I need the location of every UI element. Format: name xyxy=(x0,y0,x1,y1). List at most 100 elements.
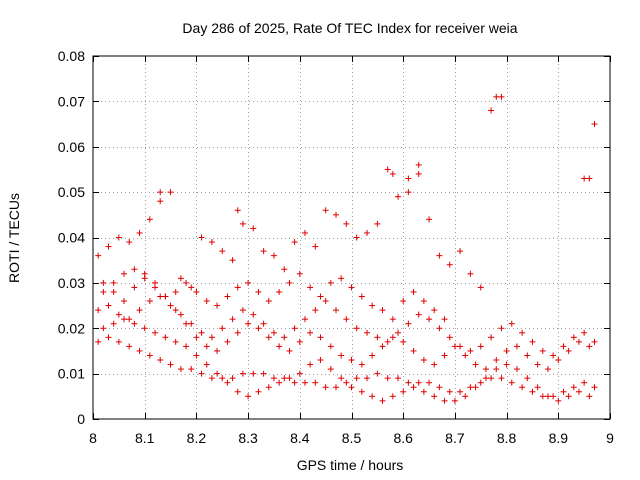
data-point xyxy=(146,216,153,223)
data-point xyxy=(364,375,371,382)
data-point xyxy=(193,334,200,341)
data-point xyxy=(389,334,396,341)
data-point xyxy=(100,325,107,332)
data-point xyxy=(591,338,598,345)
data-point xyxy=(508,320,515,327)
data-point xyxy=(208,375,215,382)
data-point xyxy=(426,379,433,386)
data-point xyxy=(457,388,464,395)
data-point xyxy=(281,375,288,382)
data-point xyxy=(162,334,169,341)
data-point xyxy=(146,298,153,305)
x-tick-label: 8.7 xyxy=(445,430,465,446)
data-point xyxy=(183,343,190,350)
data-point xyxy=(327,366,334,373)
data-point xyxy=(312,243,319,250)
data-point xyxy=(312,379,319,386)
data-point xyxy=(208,334,215,341)
data-point xyxy=(348,384,355,391)
plot-frame xyxy=(92,55,611,420)
data-point xyxy=(374,334,381,341)
data-point xyxy=(265,298,272,305)
data-point xyxy=(503,361,510,368)
data-point xyxy=(307,361,314,368)
data-point xyxy=(441,352,448,359)
data-point xyxy=(239,220,246,227)
data-point xyxy=(260,248,267,255)
tick-labels-layer: 8 8.1 8.2 8.3 8.4 8.5 8.6 8.7 8.8 8.9 9 0 0.01 0.02 0.… xyxy=(58,48,614,446)
data-point xyxy=(255,325,262,332)
data-point xyxy=(146,352,153,359)
data-point xyxy=(301,229,308,236)
data-point xyxy=(177,366,184,373)
data-point xyxy=(312,307,319,314)
data-point xyxy=(338,375,345,382)
data-point xyxy=(451,343,458,350)
data-point xyxy=(343,379,350,386)
data-point xyxy=(400,298,407,305)
data-point xyxy=(436,325,443,332)
x-tick-label: 8.3 xyxy=(238,430,258,446)
series-arc-low-1 xyxy=(95,334,598,400)
data-point xyxy=(167,361,174,368)
data-point xyxy=(581,329,588,336)
data-point xyxy=(198,329,205,336)
data-point xyxy=(343,316,350,323)
data-point xyxy=(348,284,355,291)
data-point xyxy=(446,334,453,341)
data-point xyxy=(498,325,505,332)
data-point xyxy=(167,189,174,196)
x-axis-title: GPS time / hours xyxy=(297,457,404,473)
data-point xyxy=(415,379,422,386)
data-point xyxy=(317,357,324,364)
data-point xyxy=(110,288,117,295)
data-point xyxy=(110,279,117,286)
data-point xyxy=(203,343,210,350)
data-point xyxy=(193,288,200,295)
data-point xyxy=(534,384,541,391)
data-point xyxy=(291,325,298,332)
data-point xyxy=(420,388,427,395)
y-tick-label: 0 xyxy=(77,411,85,427)
data-point xyxy=(575,338,582,345)
data-point xyxy=(493,366,500,373)
data-point xyxy=(95,307,102,314)
data-point xyxy=(105,334,112,341)
data-point xyxy=(250,370,257,377)
data-point xyxy=(415,161,422,168)
data-point xyxy=(234,329,241,336)
data-point xyxy=(415,170,422,177)
data-point xyxy=(105,243,112,250)
data-point xyxy=(482,366,489,373)
data-point xyxy=(301,379,308,386)
data-point xyxy=(245,279,252,286)
data-point xyxy=(157,198,164,205)
data-point xyxy=(224,379,231,386)
data-point xyxy=(276,379,283,386)
data-point xyxy=(234,284,241,291)
data-point xyxy=(245,320,252,327)
data-point xyxy=(100,279,107,286)
data-point xyxy=(431,393,438,400)
data-point xyxy=(369,352,376,359)
data-point xyxy=(208,239,215,246)
data-point xyxy=(395,375,402,382)
data-point xyxy=(136,307,143,314)
data-point xyxy=(126,343,133,350)
data-point xyxy=(172,338,179,345)
y-axis-title: ROTI / TECUs xyxy=(6,193,22,283)
data-point xyxy=(446,261,453,268)
data-point xyxy=(446,388,453,395)
data-point xyxy=(322,207,329,214)
data-point xyxy=(488,375,495,382)
data-point xyxy=(384,338,391,345)
data-point xyxy=(493,357,500,364)
data-point xyxy=(420,298,427,305)
data-point xyxy=(374,220,381,227)
data-point xyxy=(353,234,360,241)
data-point xyxy=(544,393,551,400)
data-point xyxy=(152,329,159,336)
ticks-layer xyxy=(93,56,611,420)
data-point xyxy=(441,316,448,323)
data-point xyxy=(327,279,334,286)
